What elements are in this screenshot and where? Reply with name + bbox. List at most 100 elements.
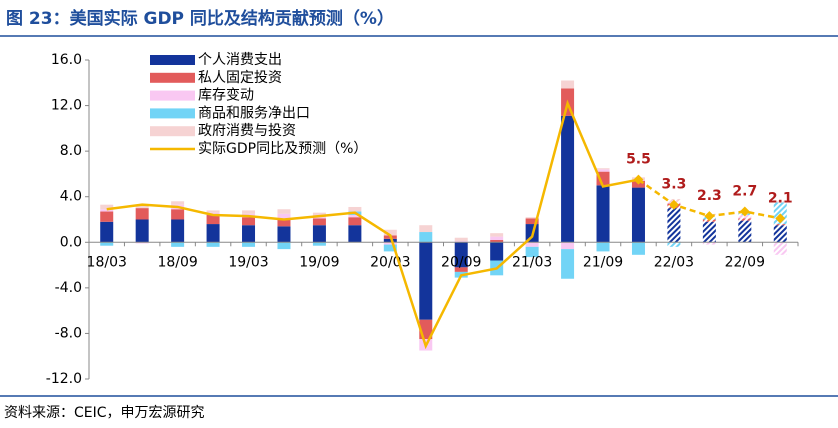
legend-label: 库存变动 bbox=[198, 88, 254, 104]
bar-segment bbox=[490, 233, 504, 237]
data-label: 2.1 bbox=[768, 190, 793, 206]
y-tick-label: 4.0 bbox=[60, 189, 82, 205]
bar-segment bbox=[596, 169, 610, 172]
bar-segment bbox=[277, 218, 291, 227]
gdp-line bbox=[106, 99, 639, 350]
data-label: 2.3 bbox=[697, 188, 722, 204]
y-tick-label: 8.0 bbox=[60, 143, 82, 159]
data-label: 2.7 bbox=[732, 184, 757, 200]
bar-segment bbox=[348, 225, 362, 243]
bar-segment bbox=[631, 187, 645, 243]
bar-segment bbox=[702, 221, 716, 243]
bar-segment bbox=[383, 242, 397, 245]
line-marker bbox=[704, 211, 715, 222]
bar-segment bbox=[171, 201, 185, 205]
bar-segment bbox=[454, 241, 468, 243]
bar-segment bbox=[383, 238, 397, 243]
x-tick-label: 18/03 bbox=[87, 254, 127, 270]
legend-swatch bbox=[150, 90, 195, 101]
bar-segment bbox=[348, 217, 362, 226]
bar-segment bbox=[206, 224, 220, 243]
bar-segment bbox=[206, 214, 220, 225]
bar-segment bbox=[419, 232, 433, 243]
bar-segment bbox=[738, 218, 752, 221]
bar-segment bbox=[667, 242, 681, 247]
y-tick-label: 0.0 bbox=[60, 234, 82, 250]
legend-label: 实际GDP同比及预测（%） bbox=[198, 141, 367, 157]
bar-segment bbox=[773, 200, 787, 203]
legend-swatch bbox=[150, 72, 195, 83]
bar-segment bbox=[525, 218, 539, 225]
bar-segment bbox=[277, 226, 291, 243]
bar-segment bbox=[738, 220, 752, 243]
bar-segment bbox=[561, 80, 575, 89]
bar-segment bbox=[242, 217, 256, 226]
bar-segment bbox=[312, 217, 326, 219]
bar-segment bbox=[561, 115, 575, 243]
bar-segment bbox=[135, 219, 149, 243]
data-label: 3.3 bbox=[662, 177, 687, 193]
bar-segment bbox=[525, 242, 539, 247]
bar-segment bbox=[596, 242, 610, 252]
x-tick-label: 19/03 bbox=[228, 254, 268, 270]
legend-label: 政府消费与投资 bbox=[198, 123, 296, 139]
bar-segment bbox=[171, 219, 185, 243]
bar-segment bbox=[100, 204, 114, 210]
bar-segment bbox=[171, 242, 185, 247]
x-tick-label: 22/03 bbox=[654, 254, 694, 270]
bar-segment bbox=[383, 229, 397, 236]
bar-segment bbox=[312, 225, 326, 243]
x-tick-label: 21/03 bbox=[512, 254, 552, 270]
bar-segment bbox=[100, 221, 114, 243]
legend-label: 私人固定投资 bbox=[198, 70, 282, 86]
bar-segment bbox=[490, 242, 504, 261]
source-note: 资料来源：CEIC，申万宏源研究 bbox=[4, 405, 205, 421]
bar-segment bbox=[312, 242, 326, 246]
bar-segment bbox=[702, 242, 716, 245]
bar-segment bbox=[454, 242, 468, 268]
x-tick-label: 20/03 bbox=[370, 254, 410, 270]
line-marker bbox=[633, 174, 644, 185]
bar-segment bbox=[631, 242, 645, 255]
bar-segment bbox=[773, 242, 787, 255]
legend-label: 商品和服务净出口 bbox=[198, 105, 310, 121]
line-marker bbox=[775, 213, 786, 224]
bar-segment bbox=[773, 224, 787, 226]
y-tick-label: -8.0 bbox=[55, 325, 82, 341]
bar-segment bbox=[490, 240, 504, 243]
bar-segment bbox=[667, 208, 681, 243]
line-marker bbox=[739, 206, 750, 217]
bar-segment bbox=[242, 225, 256, 243]
y-tick-label: -4.0 bbox=[55, 280, 82, 296]
bar-segment bbox=[135, 242, 149, 244]
bar-segment bbox=[454, 267, 468, 272]
bar-segment bbox=[100, 209, 114, 212]
bar-segment bbox=[100, 242, 114, 246]
bar-segment bbox=[596, 185, 610, 243]
x-tick-label: 22/09 bbox=[725, 254, 765, 270]
bar-segment bbox=[773, 225, 787, 243]
x-tick-label: 18/09 bbox=[157, 254, 197, 270]
legend-swatch bbox=[150, 108, 195, 119]
y-tick-label: -12.0 bbox=[46, 371, 82, 387]
bar-segment bbox=[242, 242, 256, 247]
legend-label: 个人消费支出 bbox=[198, 52, 282, 68]
bar-segment bbox=[561, 242, 575, 250]
bar-segment bbox=[277, 242, 291, 250]
legend-swatch bbox=[150, 126, 195, 137]
y-tick-label: 16.0 bbox=[51, 52, 82, 68]
bar-segment bbox=[135, 204, 149, 209]
x-tick-label: 21/09 bbox=[583, 254, 623, 270]
legend-swatch bbox=[150, 55, 195, 65]
bar-segment bbox=[206, 210, 220, 213]
bar-segment bbox=[738, 214, 752, 219]
bar-segment bbox=[135, 208, 149, 220]
bar-segment bbox=[277, 209, 291, 214]
bar-segment bbox=[312, 218, 326, 226]
y-tick-label: 12.0 bbox=[51, 98, 82, 114]
data-label: 5.5 bbox=[626, 152, 651, 168]
bar-segment bbox=[419, 242, 433, 320]
chart-title: 图 23：美国实际 GDP 同比及结构贡献预测（%） bbox=[6, 8, 394, 29]
bar-segment bbox=[242, 210, 256, 214]
